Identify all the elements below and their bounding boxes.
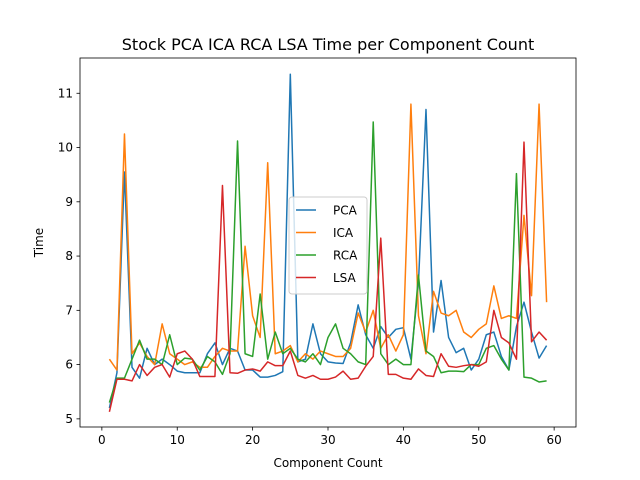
series-line-ica: [108, 103, 548, 371]
legend-label-pca: PCA: [333, 204, 358, 218]
x-axis-label: Component Count: [273, 456, 382, 470]
y-tick-label: 9: [65, 195, 73, 209]
series-lines: [108, 73, 548, 412]
y-tick-label: 6: [65, 358, 73, 372]
legend-label-ica: ICA: [333, 226, 354, 240]
y-tick-label: 5: [65, 412, 73, 426]
y-tick-label: 8: [65, 249, 73, 263]
y-axis-label: Time: [32, 228, 46, 258]
legend-label-rca: RCA: [333, 249, 358, 263]
x-tick-label: 10: [170, 433, 185, 447]
series-line-pca: [108, 73, 548, 409]
legend-label-lsa: LSA: [333, 271, 357, 285]
x-tick-label: 40: [396, 433, 411, 447]
legend: PCA ICA RCA LSA: [288, 196, 368, 295]
legend-box: [288, 196, 368, 295]
y-tick-label: 11: [58, 86, 73, 100]
chart-title: Stock PCA ICA RCA LSA Time per Component…: [122, 35, 534, 54]
axis-ticks: 0 10 20 30 40 50 60 5 6 7 8 9 10 11: [58, 86, 562, 447]
x-tick-label: 0: [98, 433, 106, 447]
x-tick-label: 60: [546, 433, 561, 447]
x-tick-label: 20: [245, 433, 260, 447]
x-tick-label: 30: [320, 433, 335, 447]
x-tick-label: 50: [471, 433, 486, 447]
series-line-lsa: [108, 141, 548, 412]
y-tick-label: 10: [58, 141, 73, 155]
y-tick-label: 7: [65, 303, 73, 317]
